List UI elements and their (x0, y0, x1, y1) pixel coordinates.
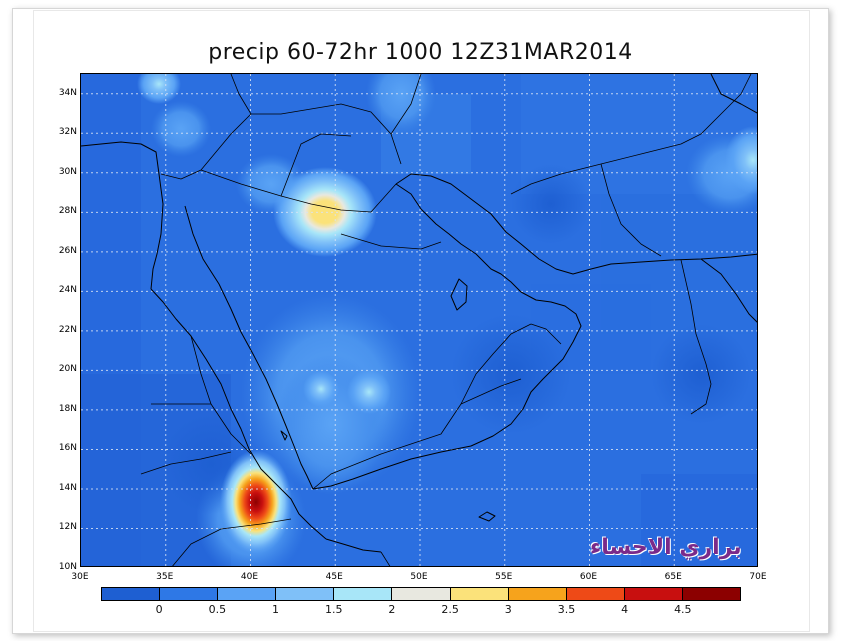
colorbar-label: 0 (155, 603, 163, 616)
colorbar (101, 587, 741, 601)
colorbar-label: 4.5 (674, 603, 692, 616)
light-precip-areas (137, 74, 757, 414)
precip-map (80, 73, 758, 567)
colorbar-swatch (276, 588, 335, 600)
colorbar-swatch (218, 588, 277, 600)
colorbar-label: 0.5 (208, 603, 227, 616)
colorbar-swatch (450, 588, 509, 600)
x-tick-label: 70E (749, 572, 767, 582)
colorbar-swatch (682, 588, 741, 600)
y-tick-label: 18N (58, 403, 77, 414)
y-tick-label: 32N (58, 127, 77, 138)
map-canvas (81, 74, 757, 566)
y-tick-label: 28N (58, 206, 77, 217)
colorbar-label: 4 (621, 603, 629, 616)
y-tick-label: 22N (58, 324, 77, 335)
colorbar-label: 3.5 (557, 603, 576, 616)
colorbar-swatch (392, 588, 451, 600)
y-tick-label: 30N (58, 166, 77, 177)
colorbar-swatch (102, 588, 161, 600)
y-tick-label: 24N (58, 285, 77, 296)
map-title: precip 60-72hr 1000 12Z31MAR2014 (208, 40, 633, 65)
x-tick-label: 45E (325, 572, 343, 582)
precip-maximum (220, 450, 292, 554)
y-tick-label: 26N (58, 245, 77, 256)
colorbar-swatch (334, 588, 393, 600)
map-gridlines (81, 74, 757, 566)
frame-inner-border (33, 10, 810, 632)
colorbar-label: 1.5 (324, 603, 343, 616)
x-tick-label: 35E (156, 572, 174, 582)
watermark-text: براري الاحساء (590, 535, 742, 560)
secondary-maximum (273, 167, 377, 257)
colorbar-swatch (566, 588, 625, 600)
y-tick-label: 10N (58, 562, 77, 572)
y-tick-label: 16N (58, 443, 77, 454)
x-tick-label: 55E (495, 572, 513, 582)
x-tick-label: 65E (664, 572, 682, 582)
y-tick-label: 14N (58, 482, 77, 493)
y-tick-label: 12N (58, 522, 77, 533)
colorbar-label: 2 (388, 603, 396, 616)
y-tick-label: 20N (58, 364, 77, 375)
colorbar-label: 2.5 (441, 603, 459, 616)
coastlines (81, 74, 757, 553)
x-tick-label: 50E (410, 572, 428, 582)
y-tick-label: 34N (58, 87, 77, 98)
x-tick-label: 40E (240, 572, 259, 582)
colorbar-swatch (160, 588, 219, 600)
colorbar-label: 3 (504, 603, 512, 616)
country-borders (140, 74, 752, 566)
x-tick-label: 30E (71, 572, 89, 582)
colorbar-swatch (508, 588, 567, 600)
x-tick-label: 60E (579, 572, 598, 582)
colorbar-swatch (624, 588, 683, 600)
colorbar-label: 1 (272, 603, 280, 616)
